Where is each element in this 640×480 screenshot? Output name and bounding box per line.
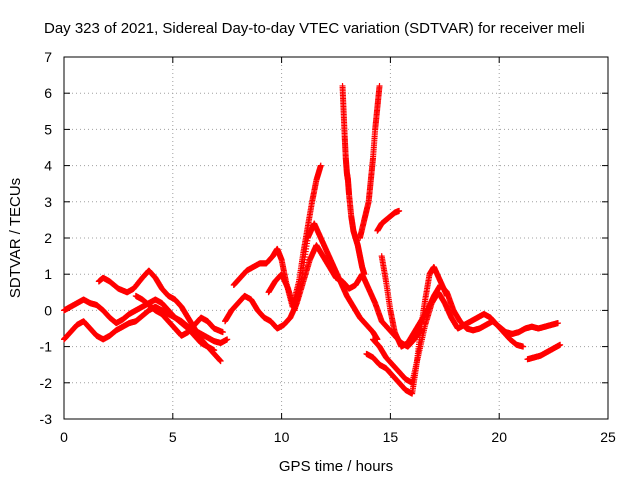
chart-title: Day 323 of 2021, Sidereal Day-to-day VTE…: [44, 20, 585, 37]
series-track-9: [356, 82, 383, 241]
data-point: [396, 207, 403, 214]
y-tick-label: 0: [44, 302, 52, 318]
series-track-7: [265, 220, 381, 343]
data-point: [361, 271, 368, 278]
axis-ticks: 0 5 10 15 20 25 -3 -2 -1 0 1 2 3 4 5 6 7: [40, 49, 616, 445]
data-series: [61, 82, 564, 397]
series-track-3: [95, 267, 224, 365]
data-point: [317, 162, 324, 169]
y-tick-label: 6: [44, 85, 52, 101]
series-track-4: [132, 292, 226, 339]
x-tick-label: 10: [274, 429, 290, 445]
x-tick-label: 5: [169, 429, 177, 445]
y-tick-label: 5: [44, 121, 52, 137]
series-track-13: [363, 263, 450, 397]
x-tick-label: 0: [60, 429, 68, 445]
series-track-14: [524, 341, 564, 363]
y-tick-label: 1: [44, 266, 52, 282]
y-tick-label: 4: [44, 158, 52, 174]
data-point: [376, 82, 383, 89]
x-axis-label: GPS time / hours: [279, 458, 393, 475]
y-tick-label: -2: [40, 375, 53, 391]
y-axis-label: SDTVAR / TECUs: [7, 178, 24, 298]
y-tick-label: 3: [44, 194, 52, 210]
y-tick-label: -3: [40, 411, 53, 427]
data-point: [224, 336, 231, 343]
series-track-6: [230, 162, 324, 310]
data-point: [217, 358, 224, 365]
series-track-1: [61, 303, 231, 346]
series-track-8: [339, 82, 368, 278]
data-point: [219, 329, 226, 336]
grid-lines: [64, 57, 608, 419]
x-tick-label: 15: [383, 429, 399, 445]
y-tick-label: 2: [44, 230, 52, 246]
data-point: [520, 343, 527, 350]
x-tick-label: 25: [600, 429, 616, 445]
y-tick-label: -1: [40, 339, 53, 355]
series-track-10: [374, 207, 403, 234]
y-tick-label: 7: [44, 49, 52, 65]
x-tick-label: 20: [491, 429, 507, 445]
data-point: [554, 320, 561, 327]
data-point: [443, 292, 450, 299]
series-track-11: [378, 253, 561, 350]
